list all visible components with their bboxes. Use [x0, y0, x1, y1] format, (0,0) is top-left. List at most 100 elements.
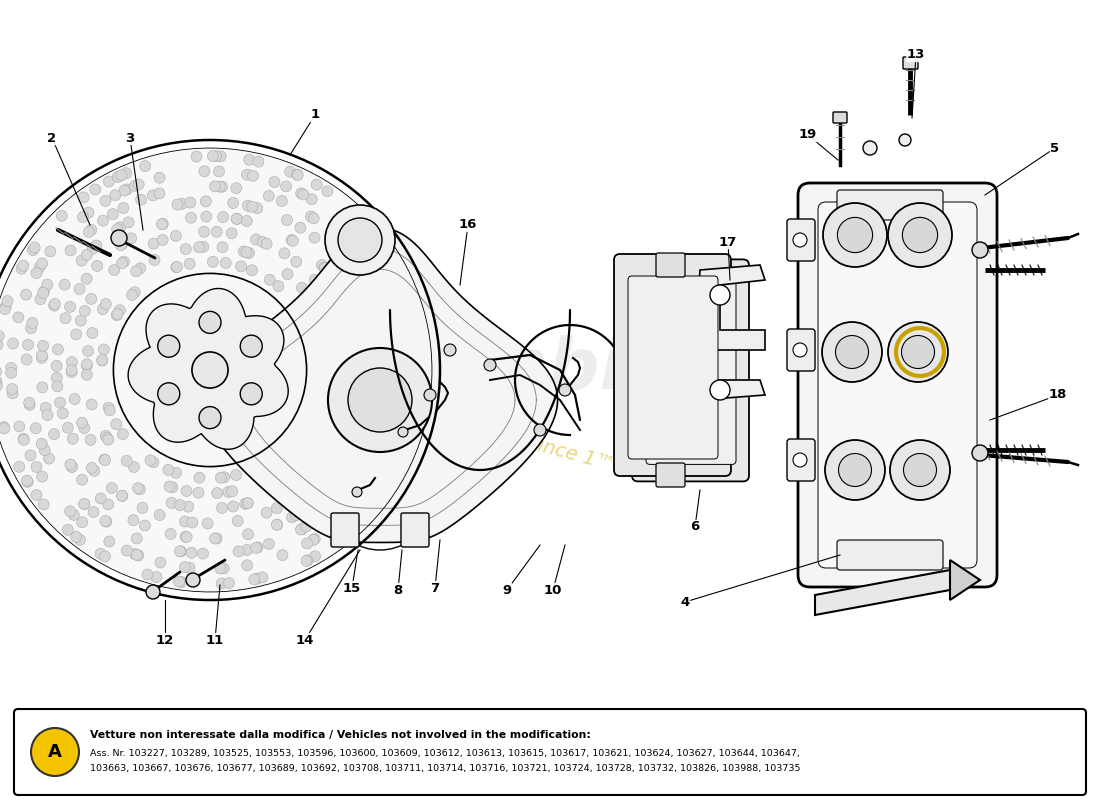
Circle shape [373, 369, 384, 380]
Circle shape [170, 230, 182, 242]
Circle shape [317, 313, 328, 324]
Circle shape [372, 386, 383, 397]
Circle shape [182, 486, 192, 497]
Circle shape [276, 195, 287, 206]
Circle shape [117, 490, 128, 502]
Circle shape [823, 203, 887, 267]
Circle shape [242, 498, 253, 509]
Polygon shape [202, 228, 558, 542]
Circle shape [218, 563, 229, 574]
Circle shape [414, 410, 425, 420]
Circle shape [402, 340, 412, 351]
Circle shape [126, 290, 138, 300]
Circle shape [0, 330, 4, 342]
Circle shape [13, 312, 24, 323]
Text: 16: 16 [459, 218, 477, 231]
Circle shape [242, 560, 253, 570]
Circle shape [208, 256, 219, 267]
Circle shape [373, 437, 384, 448]
Circle shape [264, 274, 275, 286]
Circle shape [208, 150, 219, 162]
Circle shape [902, 335, 935, 369]
Circle shape [7, 383, 18, 394]
Circle shape [77, 418, 88, 428]
Circle shape [363, 422, 374, 433]
Circle shape [211, 226, 222, 238]
Circle shape [31, 490, 42, 501]
Circle shape [328, 348, 432, 452]
Circle shape [8, 338, 19, 349]
Circle shape [91, 240, 102, 251]
Circle shape [387, 346, 398, 356]
Circle shape [166, 498, 177, 509]
Circle shape [40, 445, 51, 456]
Circle shape [395, 461, 406, 472]
Circle shape [65, 302, 76, 312]
Circle shape [282, 214, 293, 226]
Text: Ass. Nr. 103227, 103289, 103525, 103553, 103596, 103600, 103609, 103612, 103613,: Ass. Nr. 103227, 103289, 103525, 103553,… [90, 749, 800, 758]
Circle shape [123, 217, 134, 228]
Circle shape [398, 427, 408, 437]
Circle shape [261, 507, 272, 518]
Circle shape [51, 360, 62, 371]
Circle shape [97, 355, 108, 366]
Circle shape [24, 397, 35, 408]
Circle shape [282, 269, 293, 280]
Text: 8: 8 [394, 583, 403, 597]
Circle shape [156, 218, 167, 230]
Circle shape [358, 370, 368, 382]
Circle shape [825, 440, 886, 500]
Circle shape [218, 211, 229, 222]
Circle shape [331, 451, 342, 462]
Circle shape [0, 423, 10, 434]
FancyBboxPatch shape [331, 513, 359, 547]
Circle shape [0, 381, 2, 392]
Circle shape [84, 226, 95, 238]
Circle shape [101, 516, 112, 527]
Circle shape [217, 242, 228, 253]
Circle shape [0, 378, 2, 389]
Circle shape [121, 184, 132, 195]
Circle shape [24, 399, 35, 410]
Circle shape [7, 388, 18, 399]
Circle shape [342, 382, 353, 394]
Circle shape [52, 372, 63, 383]
Circle shape [363, 272, 374, 283]
Circle shape [119, 185, 130, 196]
Circle shape [333, 516, 344, 526]
Circle shape [312, 357, 323, 368]
Circle shape [309, 274, 320, 285]
Circle shape [309, 455, 320, 466]
Circle shape [165, 529, 176, 539]
Circle shape [372, 342, 383, 353]
Circle shape [60, 313, 72, 324]
Circle shape [65, 245, 76, 256]
Circle shape [121, 545, 132, 556]
Circle shape [242, 169, 253, 180]
Circle shape [326, 388, 337, 399]
Circle shape [273, 281, 284, 292]
Circle shape [103, 176, 114, 187]
Circle shape [66, 462, 77, 472]
Polygon shape [695, 265, 764, 400]
Circle shape [22, 476, 33, 487]
Text: 14: 14 [296, 634, 315, 646]
Circle shape [175, 546, 186, 557]
Circle shape [170, 467, 182, 478]
Circle shape [35, 294, 46, 305]
Circle shape [366, 249, 377, 260]
Circle shape [112, 171, 123, 182]
Circle shape [321, 324, 332, 335]
Circle shape [342, 528, 353, 539]
Circle shape [125, 233, 136, 244]
Circle shape [50, 298, 60, 310]
FancyBboxPatch shape [786, 219, 815, 261]
Circle shape [154, 188, 165, 199]
Circle shape [164, 481, 175, 492]
Circle shape [0, 302, 11, 312]
Circle shape [128, 514, 139, 526]
Circle shape [328, 362, 339, 374]
Circle shape [186, 547, 197, 558]
Circle shape [253, 156, 264, 167]
Polygon shape [128, 289, 288, 450]
